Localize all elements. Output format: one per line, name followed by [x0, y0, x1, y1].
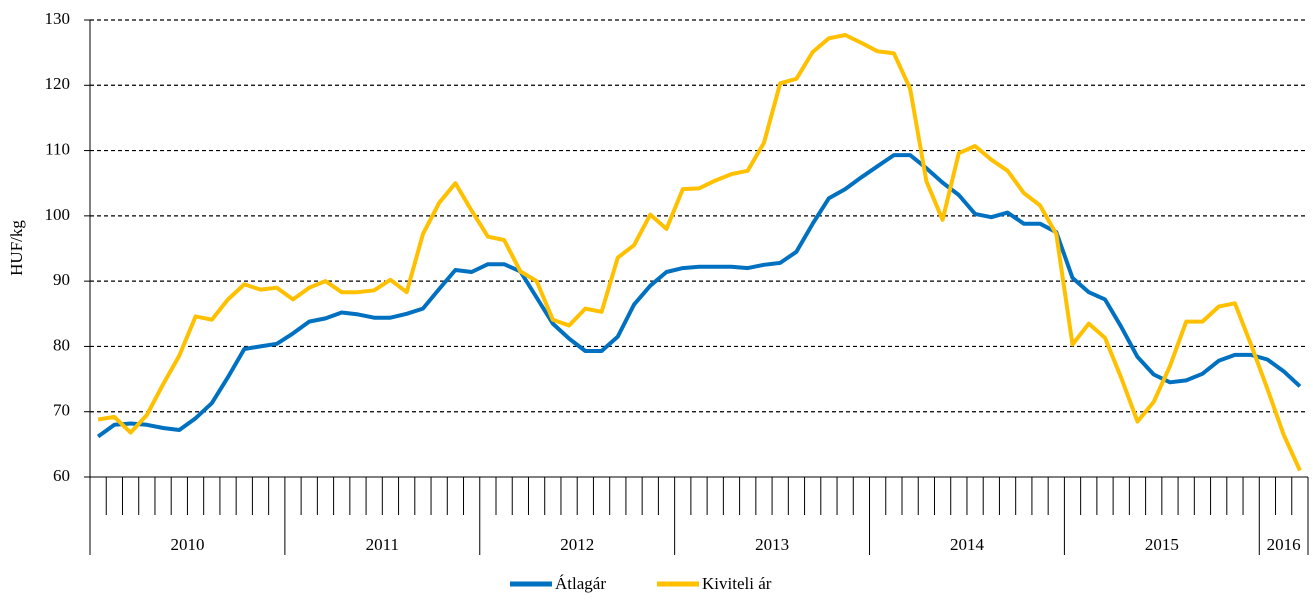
line-series [96, 153, 1302, 439]
x-group-label: 2014 [950, 535, 985, 554]
y-tick-label: 130 [45, 9, 71, 28]
legend-label: Kiviteli ár [702, 574, 772, 593]
y-tick-label: 100 [45, 205, 71, 224]
y-tick-label: 80 [53, 335, 70, 354]
y-tick-label: 120 [45, 74, 71, 93]
x-group-label: 2013 [755, 535, 789, 554]
y-tick-label: 70 [53, 401, 70, 420]
y-tick-label: 110 [45, 139, 70, 158]
y-axis-label: HUF/kg [7, 220, 26, 276]
x-group-label: 2010 [170, 535, 204, 554]
y-tick-label: 90 [53, 270, 70, 289]
legend-label: Átlagár [555, 574, 606, 593]
line-series [97, 33, 1302, 472]
x-group-label: 2012 [560, 535, 594, 554]
y-tick-label: 60 [53, 466, 70, 485]
x-group-label: 2016 [1267, 535, 1301, 554]
x-group-label: 2011 [366, 535, 399, 554]
x-group-label: 2015 [1145, 535, 1179, 554]
